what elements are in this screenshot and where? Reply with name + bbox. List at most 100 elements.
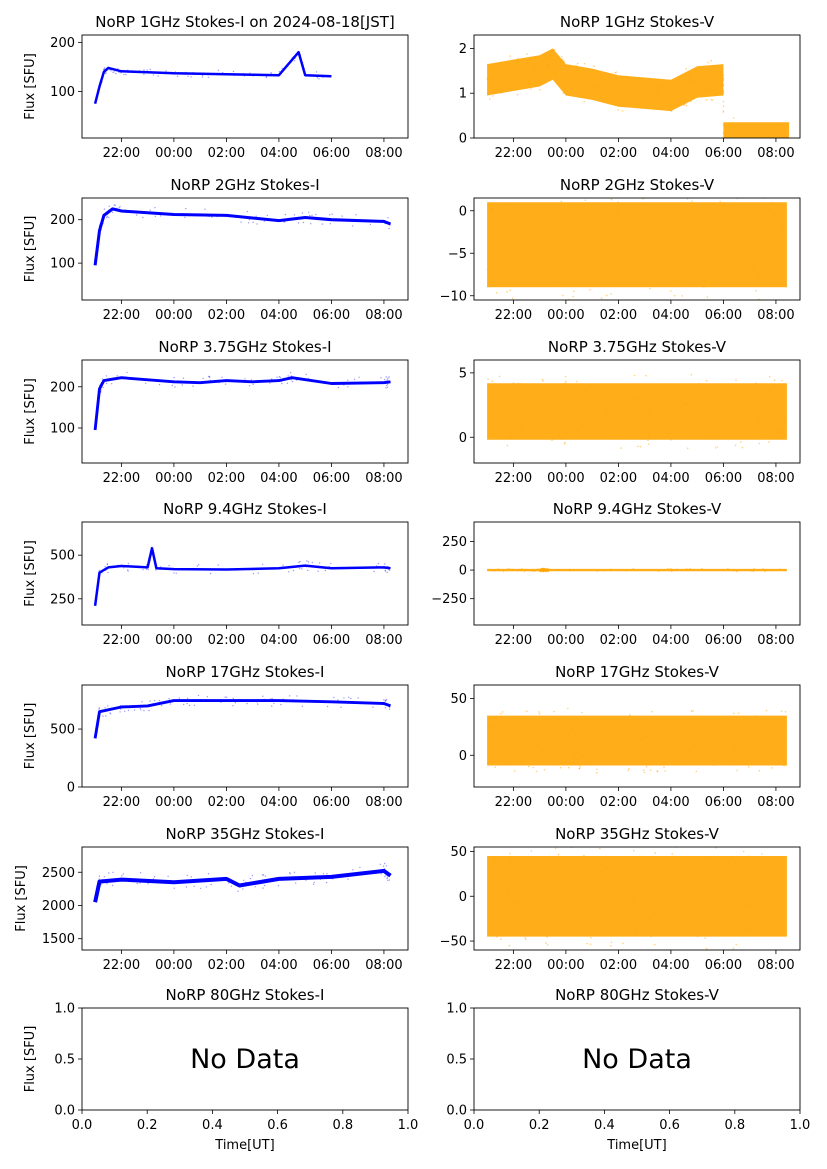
data-point (637, 445, 639, 448)
data-point (118, 207, 120, 209)
data-point (692, 709, 694, 712)
data-point (534, 239, 537, 242)
data-point (688, 726, 690, 729)
y-axis-label: Flux [SFU] (23, 703, 38, 770)
data-point (532, 570, 535, 572)
data-point (596, 768, 598, 771)
data-point (276, 376, 278, 378)
data-point (514, 735, 516, 738)
data-point (95, 422, 97, 424)
data-point (636, 930, 638, 933)
data-point (207, 76, 210, 79)
data-point (98, 883, 100, 885)
data-point (692, 722, 694, 725)
data-point (337, 699, 339, 701)
data-point (611, 919, 614, 921)
x-tick-label: 08:00 (365, 795, 402, 810)
data-point (547, 408, 550, 410)
panel-12: NoRP 35GHz Stokes-V22:00 00:00 02:00 04:00 0… (440, 825, 801, 973)
data-point (120, 72, 122, 74)
data-point (749, 136, 751, 138)
data-point (487, 892, 489, 894)
data-point (718, 907, 720, 909)
data-point (101, 222, 103, 225)
data-point (752, 570, 755, 573)
data-point (98, 230, 100, 233)
data-point (263, 698, 266, 701)
data-point (704, 89, 706, 92)
data-point (242, 888, 244, 890)
data-point (686, 447, 689, 450)
data-point (542, 749, 544, 752)
data-point (107, 705, 109, 707)
data-point (154, 566, 157, 568)
data-point (343, 697, 345, 699)
data-point (278, 70, 281, 73)
data-point (100, 222, 103, 225)
x-tick-label: 04:00 (652, 471, 689, 486)
data-point (292, 569, 295, 572)
data-point (292, 218, 294, 220)
data-point (648, 919, 650, 921)
x-tick-label: 00:00 (155, 308, 192, 323)
data-point (646, 225, 649, 227)
data-point (553, 417, 555, 419)
data-point (497, 241, 499, 244)
data-point (154, 207, 156, 209)
data-point (533, 65, 535, 67)
data-point (296, 695, 298, 697)
data-point (633, 374, 636, 377)
data-point (561, 863, 563, 865)
data-point (270, 72, 272, 74)
data-point (630, 253, 633, 255)
data-point (331, 213, 333, 215)
data-point (670, 439, 672, 441)
data-point (667, 81, 670, 84)
y-tick-label: 0.0 (54, 1104, 75, 1119)
data-point (685, 755, 688, 758)
data-point (208, 376, 211, 379)
data-point (512, 890, 514, 893)
data-point (516, 61, 519, 63)
data-point (553, 72, 556, 74)
data-point (576, 62, 579, 65)
data-point (703, 286, 705, 288)
data-point (659, 90, 662, 92)
x-tick-label: 00:00 (547, 146, 584, 161)
data-point (386, 384, 388, 387)
data-point (717, 77, 720, 80)
y-tick-label: 0 (459, 890, 467, 905)
data-point (174, 386, 176, 388)
data-point (490, 419, 493, 422)
data-point (510, 906, 512, 909)
data-point (187, 75, 189, 78)
data-point (384, 568, 386, 570)
data-point (570, 762, 572, 765)
data-point (502, 411, 504, 413)
data-point (303, 67, 305, 70)
data-point (201, 74, 204, 77)
data-point (97, 724, 99, 726)
panel-9: NoRP 17GHz Stokes-I22:00 00:00 02:00 04:00 0… (23, 663, 409, 810)
data-point (689, 247, 691, 249)
data-point (761, 853, 763, 855)
data-point (488, 258, 491, 260)
data-point (106, 216, 108, 219)
axes-frame (81, 34, 409, 139)
panel-4: NoRP 2GHz Stokes-V22:00 00:00 02:00 04:00 06… (440, 176, 801, 323)
series-line (93, 50, 332, 105)
y-tick-label: 0 (459, 132, 467, 147)
data-point (387, 377, 389, 379)
data-point (178, 697, 180, 699)
y-tick-label: −50 (440, 935, 467, 950)
data-point (733, 712, 735, 715)
data-point (150, 551, 153, 553)
data-point (353, 378, 356, 380)
data-point (740, 424, 742, 427)
data-point (751, 858, 753, 861)
data-point (176, 75, 179, 78)
data-point (627, 77, 630, 79)
data-point (535, 745, 537, 748)
data-point (102, 379, 105, 381)
data-point (612, 91, 615, 93)
